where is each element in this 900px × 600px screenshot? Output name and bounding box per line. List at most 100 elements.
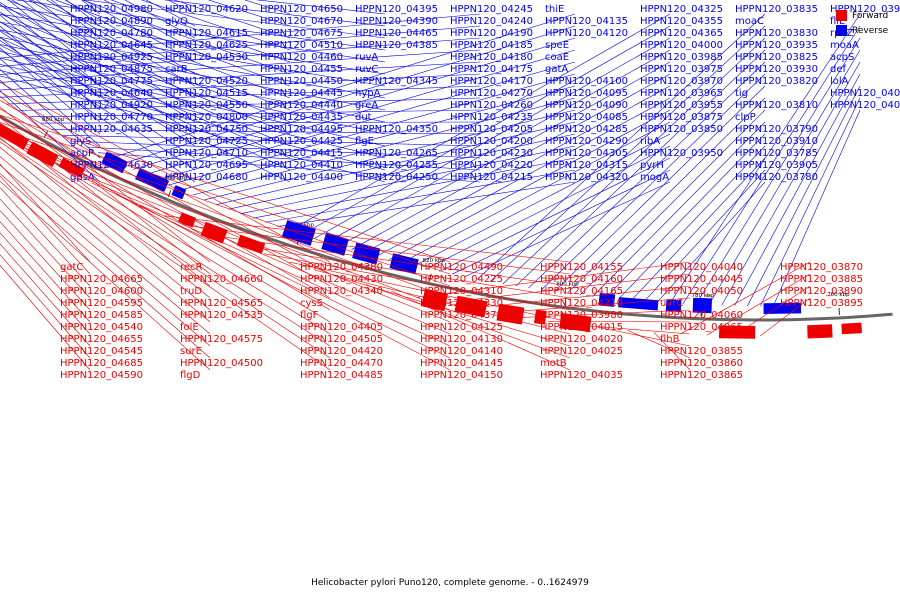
- reverse-gene-label: HPPN120_04230: [450, 148, 533, 159]
- reverse-gene-label: gatA: [545, 64, 568, 75]
- forward-gene-label: flgD: [180, 370, 201, 381]
- reverse-connector: [6, 85, 481, 105]
- forward-connector: [213, 235, 571, 287]
- reverse-gene-label: HPPN120_04100: [545, 76, 628, 87]
- reverse-connector: [630, 157, 766, 301]
- reverse-connector: [0, 13, 291, 135]
- forward-connector: [733, 285, 811, 337]
- reverse-connector: [773, 109, 861, 307]
- reverse-gene-label: HPPN120_04725: [165, 136, 248, 147]
- reverse-connector: [265, 169, 576, 223]
- forward-gene-label: uvrC: [660, 298, 683, 309]
- forward-connector: [0, 155, 211, 335]
- reverse-connector: [502, 37, 766, 285]
- forward-connector: [0, 133, 451, 299]
- scale-tick-label: 760 kbp: [827, 292, 850, 298]
- reverse-connector: [0, 37, 291, 171]
- reverse-connector: [338, 61, 671, 247]
- reverse-connector: [0, 2, 196, 123]
- reverse-gene-label: HPPN120_04270: [450, 88, 533, 99]
- reverse-gene-label: HPPN120_04005: [830, 100, 900, 111]
- forward-gene-label: HPPN120_04370: [420, 310, 503, 321]
- forward-connector: [495, 297, 691, 314]
- reverse-gene-label: HPPN120_04445: [260, 88, 343, 99]
- reverse-connector: [168, 73, 576, 186]
- forward-gene-label: HPPN120_04535: [180, 310, 263, 321]
- reverse-connector: [277, 181, 576, 227]
- reverse-connector: [228, 133, 576, 210]
- reverse-connector: [0, 5, 291, 123]
- reverse-connector: [0, 21, 196, 147]
- reverse-connector: [121, 25, 576, 165]
- forward-connector: [548, 321, 691, 323]
- reverse-connector: [695, 37, 861, 305]
- reverse-connector: [656, 181, 766, 303]
- reverse-connector: [0, 69, 101, 159]
- reverse-connector: [0, 21, 386, 87]
- reverse-connector: [426, 145, 671, 269]
- reverse-gene-label: HPPN120_04355: [640, 16, 723, 27]
- reverse-connector: [734, 73, 861, 306]
- forward-gene-label: HPPN120_03865: [660, 370, 743, 381]
- reverse-gene-label: HPPN120_04440: [260, 100, 343, 111]
- reverse-gene-label: HPPN120_04120: [545, 28, 628, 39]
- reverse-connector: [669, 13, 861, 304]
- reverse-connector: [133, 37, 576, 170]
- reverse-connector: [760, 97, 861, 307]
- reverse-gene-label: dut: [355, 112, 372, 123]
- forward-connector: [91, 182, 451, 347]
- forward-connector: [706, 273, 811, 336]
- reverse-gene-label: HPPN120_03930: [735, 64, 818, 75]
- reverse-connector: [74, 140, 481, 159]
- forward-gene: [719, 325, 756, 339]
- forward-connector: [164, 215, 571, 263]
- reverse-connector: [46, 0, 196, 87]
- reverse-connector: [0, 37, 481, 75]
- reverse-gene-label: HPPN120_03830: [735, 28, 818, 39]
- forward-gene-label: flgF: [300, 310, 319, 321]
- reverse-connector: [747, 85, 861, 307]
- reverse-connector: [708, 49, 861, 306]
- reverse-connector: [0, 21, 291, 147]
- reverse-gene: [618, 297, 659, 311]
- reverse-connector: [54, 0, 291, 87]
- forward-gene-label: HPPN120_04595: [60, 298, 143, 309]
- reverse-connector: [0, 44, 386, 123]
- forward-gene-label: HPPN120_04575: [180, 334, 263, 345]
- reverse-gene-label: HPPN120_04285: [545, 124, 628, 135]
- reverse-gene-label: HPPN120_04250: [355, 172, 438, 183]
- reverse-gene-label: HPPN120_04515: [165, 88, 248, 99]
- reverse-gene-label: HPPN120_04460: [260, 52, 343, 63]
- reverse-gene-label: HPPN120_03965: [640, 88, 723, 99]
- forward-connector: [0, 173, 211, 359]
- reverse-gene-label: HPPN120_03835: [735, 4, 818, 15]
- forward-gene: [454, 295, 488, 318]
- forward-connector: [314, 269, 571, 335]
- reverse-connector: [682, 25, 861, 305]
- reverse-connector: [388, 109, 671, 260]
- legend-forward: Forward: [836, 8, 900, 23]
- forward-gene-label: HPPN120_04225: [420, 274, 503, 285]
- reverse-gene-label: HPPN120_04220: [450, 160, 533, 171]
- reverse-gene-label: HPPN120_04465: [355, 28, 438, 39]
- reverse-gene-label: HPPN120_03975: [640, 64, 723, 75]
- reverse-gene-label: HPPN120_04920: [70, 100, 153, 111]
- scale-tick: [429, 273, 432, 281]
- reverse-gene: [135, 167, 170, 192]
- forward-connector: [0, 82, 331, 263]
- forward-connector: [115, 194, 451, 359]
- reverse-gene-label: speE: [545, 40, 569, 51]
- reverse-gene-label: HPPN120_03785: [735, 148, 818, 159]
- reverse-gene-label: HPPN120_04520: [165, 76, 248, 87]
- reverse-gene-label: HPPN120_04185: [450, 40, 533, 51]
- forward-connector: [391, 290, 571, 371]
- forward-gene-label: gatC: [60, 262, 83, 273]
- forward-gene-label: HPPN120_04660: [180, 274, 263, 285]
- reverse-swatch: [836, 25, 847, 36]
- forward-gene-label: flhB: [660, 334, 680, 345]
- reverse-gene-label: HPPN120_04620: [165, 4, 248, 15]
- forward-connector: [600, 327, 691, 347]
- reverse-connector: [173, 0, 291, 39]
